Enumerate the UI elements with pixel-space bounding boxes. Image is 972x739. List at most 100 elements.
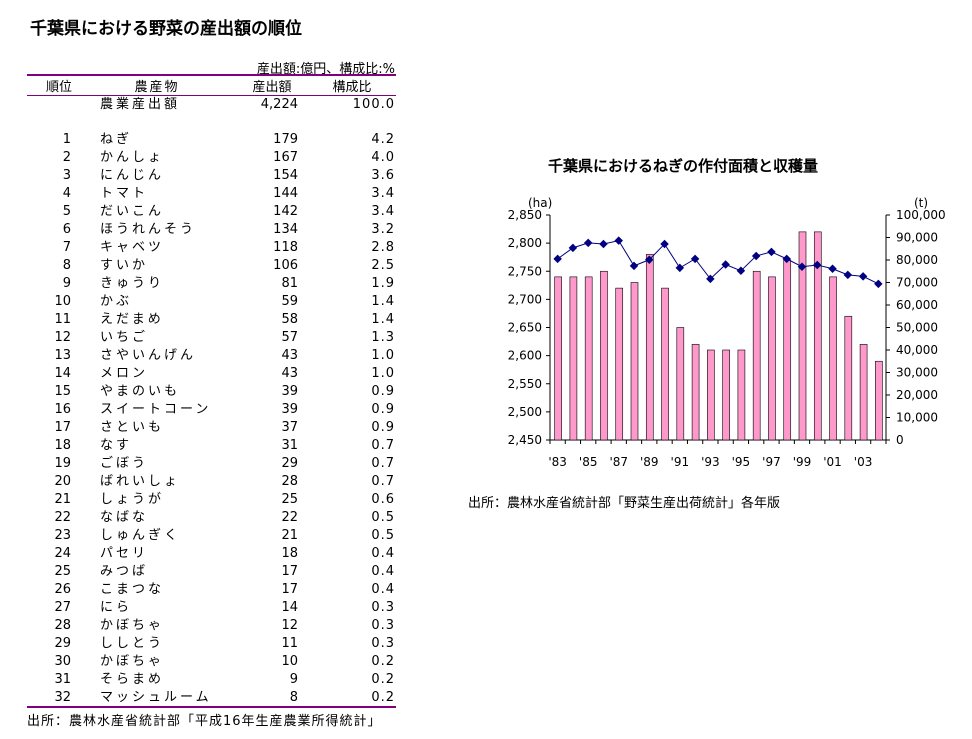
table-row: 9 きゅうり 81 1.9 [27, 275, 396, 293]
cell-name: そらまめ [100, 672, 165, 687]
cell-rank: 29 [54, 636, 71, 651]
harvest-point [583, 238, 593, 248]
harvest-point [813, 260, 822, 270]
cell-rank: 4 [62, 186, 71, 201]
cell-pct: 3.4 [371, 186, 395, 201]
table-top-rule [27, 74, 396, 76]
left-tick-label: 2,650 [508, 321, 542, 335]
bar [844, 315, 853, 441]
cell-rank: 27 [54, 600, 71, 615]
cell-val: 59 [281, 294, 298, 309]
total-value: 4,224 [260, 97, 298, 112]
cell-name: えだまめ [100, 312, 164, 327]
cell-rank: 13 [54, 348, 71, 363]
cell-name: メロン [100, 366, 149, 381]
cell-name: ほうれんそう [100, 222, 197, 237]
harvest-point [645, 255, 654, 265]
cell-val: 134 [273, 222, 298, 237]
total-name: 農業産出額 [100, 97, 181, 112]
cell-pct: 3.4 [371, 204, 395, 219]
cell-val: 17 [281, 564, 298, 579]
cell-rank: 5 [62, 204, 71, 219]
table-row: 15 やまのいも 39 0.9 [27, 383, 396, 401]
cell-pct: 0.7 [371, 456, 395, 471]
bar [737, 349, 746, 441]
table-row: 1 ねぎ 179 4.2 [27, 131, 396, 149]
cell-val: 142 [273, 204, 298, 219]
cell-pct: 1.0 [371, 366, 395, 381]
cell-pct: 2.5 [371, 258, 395, 273]
cell-name: なす [100, 438, 133, 453]
cell-pct: 0.7 [371, 474, 395, 489]
harvest-line [557, 240, 879, 285]
cell-pct: 0.5 [371, 528, 395, 543]
harvest-point [736, 266, 746, 276]
x-tick-label: '93 [701, 455, 720, 469]
right-tick-label: 10,000 [896, 411, 938, 425]
left-tick-label: 2,450 [508, 433, 542, 447]
bar [569, 276, 578, 441]
cell-val: 31 [281, 438, 298, 453]
cell-pct: 1.9 [371, 276, 395, 291]
cell-val: 8 [289, 690, 298, 705]
table-row: 11 えだまめ 58 1.4 [27, 311, 396, 329]
cell-name: かぶ [100, 294, 133, 309]
cell-val: 22 [281, 510, 298, 525]
right-tick-label: 100,000 [896, 208, 946, 222]
bar [645, 254, 654, 441]
header-crop: 農産物 [134, 80, 180, 95]
table-row: 13 さやいんげん 43 1.0 [27, 347, 396, 365]
cell-val: 167 [273, 150, 298, 165]
table-row: 12 いちご 57 1.3 [27, 329, 396, 347]
table-row: 4 トマト 144 3.4 [27, 185, 396, 203]
table-row: 16 スイートコーン 39 0.9 [27, 401, 396, 419]
right-tick-label: 30,000 [896, 366, 938, 380]
cell-name: いちご [100, 330, 149, 345]
right-tick-label: 90,000 [896, 231, 938, 245]
cell-name: なばな [100, 510, 149, 525]
table-row: 18 なす 31 0.7 [27, 437, 396, 455]
bar [722, 349, 730, 441]
right-tick-label: 50,000 [896, 321, 938, 335]
table-row: 5 だいこん 142 3.4 [27, 203, 396, 221]
x-tick-label: '83 [548, 455, 567, 469]
bar [691, 344, 700, 441]
x-tick-label: '03 [854, 455, 873, 469]
x-tick-label: '99 [793, 455, 812, 469]
harvest-point [629, 261, 639, 271]
cell-pct: 1.4 [371, 312, 395, 327]
cell-rank: 18 [54, 438, 71, 453]
total-share: 100.0 [352, 97, 395, 112]
cell-pct: 0.4 [371, 582, 395, 597]
cell-val: 17 [281, 582, 298, 597]
cell-rank: 32 [54, 690, 71, 705]
cell-rank: 31 [54, 672, 71, 687]
cell-pct: 0.3 [371, 636, 395, 651]
cell-rank: 10 [54, 294, 71, 309]
cell-name: にら [100, 600, 133, 615]
cell-rank: 7 [62, 240, 71, 255]
left-tick-label: 2,550 [508, 377, 542, 391]
left-unit: (ha) [528, 196, 552, 210]
cell-rank: 6 [62, 222, 71, 237]
right-tick-label: 20,000 [896, 388, 938, 402]
table-bottom-rule [27, 706, 396, 708]
table-row: 23 しゅんぎく 21 0.5 [27, 527, 396, 545]
cell-val: 29 [281, 456, 298, 471]
cell-rank: 8 [62, 258, 71, 273]
left-tick-label: 2,750 [508, 264, 542, 278]
cell-name: かぼちゃ [100, 618, 165, 633]
cell-rank: 3 [62, 168, 71, 183]
left-tick-label: 2,700 [508, 292, 542, 306]
cell-rank: 25 [54, 564, 71, 579]
bar [676, 327, 685, 441]
cell-name: トマト [100, 186, 149, 201]
harvest-point [767, 247, 776, 257]
cell-name: さといも [100, 420, 165, 435]
cell-val: 12 [281, 618, 298, 633]
header-value: 産出額 [252, 80, 292, 95]
cell-pct: 1.4 [371, 294, 395, 309]
chart-source: 出所：農林水産省統計部「野菜生産出荷統計」各年版 [468, 496, 781, 511]
bar [630, 282, 639, 441]
table-row: 28 かぼちゃ 12 0.3 [27, 617, 396, 635]
